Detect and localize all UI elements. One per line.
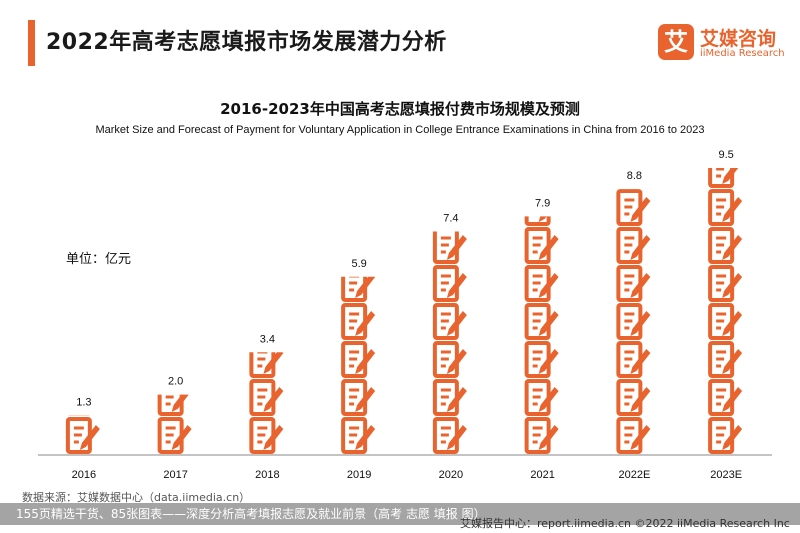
value-label-2019: 5.9 — [351, 258, 366, 270]
logo-en-text: iiMedia Research — [700, 48, 785, 59]
bar-2021 — [524, 216, 559, 454]
page-title: 2022年高考志愿填报市场发展潜力分析 — [46, 30, 447, 55]
value-label-2020: 7.4 — [443, 212, 458, 224]
value-label-2022E: 8.8 — [627, 170, 642, 182]
title-accent-bar — [28, 20, 35, 66]
bar-2017 — [157, 394, 192, 454]
category-label-2022E: 2022E — [618, 469, 650, 481]
value-label-2021: 7.9 — [535, 197, 550, 209]
value-label-2018: 3.4 — [260, 333, 275, 345]
footer-band — [0, 503, 800, 525]
chart-subtitle: Market Size and Forecast of Payment for … — [95, 124, 705, 136]
caption-text: 155页精选干货、85张图表——深度分析高考填报志愿及就业前景（高考 志愿 填报… — [16, 507, 486, 521]
value-label-2023E: 9.5 — [718, 149, 733, 161]
value-label-2016: 1.3 — [76, 397, 91, 409]
chart-title: 2016-2023年中国高考志愿填报付费市场规模及预测 — [220, 100, 580, 118]
category-label-2021: 2021 — [530, 469, 554, 481]
bar-2019 — [341, 276, 376, 454]
bar-2016 — [65, 415, 100, 454]
category-label-2023E: 2023E — [710, 469, 742, 481]
data-source: 数据来源：艾媒数据中心（data.iimedia.cn） — [22, 491, 251, 504]
bar-2018 — [249, 352, 284, 454]
logo-badge — [658, 24, 694, 60]
category-label-2016: 2016 — [72, 469, 96, 481]
category-label-2017: 2017 — [163, 469, 187, 481]
bar-2020 — [432, 231, 467, 454]
logo-glyph: 艾 — [664, 28, 688, 56]
unit-label: 单位：亿元 — [66, 252, 132, 267]
logo-cn-text: 艾媒咨询 — [700, 28, 777, 50]
report-center-credit: 艾媒报告中心：report.iimedia.cn ©2022 iiMedia R… — [460, 517, 790, 530]
bar-2023E — [708, 168, 743, 454]
category-label-2018: 2018 — [255, 469, 279, 481]
category-label-2019: 2019 — [347, 469, 371, 481]
iimedia-logo: 艾 艾媒咨询 iiMedia Research — [658, 24, 788, 66]
bar-2022E — [616, 189, 651, 454]
category-label-2020: 2020 — [439, 469, 463, 481]
value-label-2017: 2.0 — [168, 376, 183, 388]
